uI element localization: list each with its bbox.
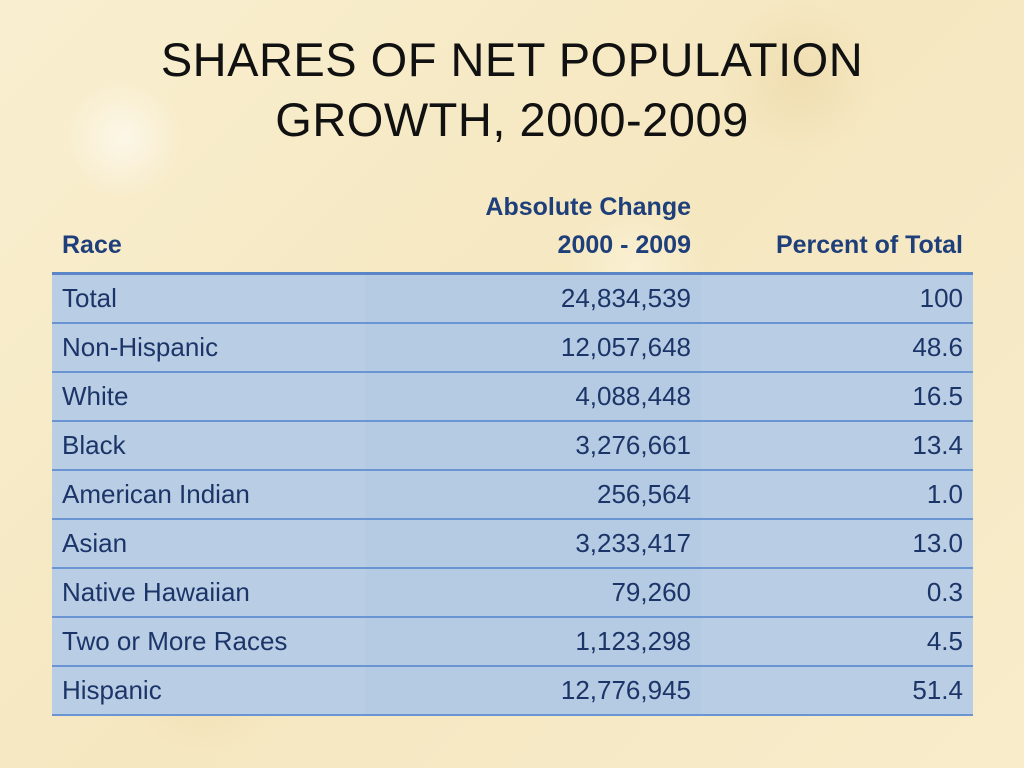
table-row: Hispanic 12,776,945 51.4 (52, 666, 973, 716)
cell-absolute-change: 4,088,448 (365, 372, 701, 422)
table-row: Black 3,276,661 13.4 (52, 421, 973, 471)
table-row: Non-Hispanic 12,057,648 48.6 (52, 323, 973, 373)
cell-percent-of-total: 13.0 (701, 519, 973, 569)
table-body: Total 24,834,539 100 Non-Hispanic 12,057,648… (52, 273, 973, 716)
cell-race: Black (52, 421, 365, 471)
cell-race: White (52, 372, 365, 422)
cell-percent-of-total: 13.4 (701, 421, 973, 471)
slide-title: SHARES OF NET POPULATION GROWTH, 2000-20… (0, 30, 1024, 150)
cell-race: Two or More Races (52, 617, 365, 667)
cell-race: American Indian (52, 470, 365, 520)
header-absolute-change-line-1: Absolute Change (485, 193, 691, 221)
header-race: Race (52, 188, 365, 275)
cell-absolute-change: 1,123,298 (365, 617, 701, 667)
cell-absolute-change: 12,776,945 (365, 666, 701, 716)
cell-absolute-change: 3,233,417 (365, 519, 701, 569)
cell-percent-of-total: 100 (701, 273, 973, 324)
cell-percent-of-total: 1.0 (701, 470, 973, 520)
table-row: American Indian 256,564 1.0 (52, 470, 973, 520)
cell-percent-of-total: 51.4 (701, 666, 973, 716)
population-growth-table: Race Absolute Change 2000 - 2009 Percent… (52, 188, 973, 716)
cell-percent-of-total: 4.5 (701, 617, 973, 667)
data-table: Race Absolute Change 2000 - 2009 Percent… (52, 188, 973, 716)
table-row: Two or More Races 1,123,298 4.5 (52, 617, 973, 667)
cell-absolute-change: 256,564 (365, 470, 701, 520)
cell-percent-of-total: 0.3 (701, 568, 973, 618)
cell-absolute-change: 79,260 (365, 568, 701, 618)
cell-race: Asian (52, 519, 365, 569)
slide-title-line-1: SHARES OF NET POPULATION (160, 33, 864, 86)
table-header: Race Absolute Change 2000 - 2009 Percent… (52, 188, 973, 275)
cell-absolute-change: 24,834,539 (365, 273, 701, 324)
header-percent-of-total: Percent of Total (701, 188, 973, 275)
header-absolute-change-line-2: 2000 - 2009 (557, 231, 691, 259)
cell-absolute-change: 12,057,648 (365, 323, 701, 373)
header-absolute-change: Absolute Change 2000 - 2009 (365, 188, 701, 275)
cell-race: Total (52, 273, 365, 324)
table-row: Asian 3,233,417 13.0 (52, 519, 973, 569)
table-row: Native Hawaiian 79,260 0.3 (52, 568, 973, 618)
table-row: Total 24,834,539 100 (52, 273, 973, 324)
table-row: White 4,088,448 16.5 (52, 372, 973, 422)
cell-absolute-change: 3,276,661 (365, 421, 701, 471)
slide-title-line-2: GROWTH, 2000-2009 (275, 93, 749, 146)
header-row: Race Absolute Change 2000 - 2009 Percent… (52, 188, 973, 275)
cell-percent-of-total: 16.5 (701, 372, 973, 422)
cell-race: Non-Hispanic (52, 323, 365, 373)
cell-race: Hispanic (52, 666, 365, 716)
cell-race: Native Hawaiian (52, 568, 365, 618)
cell-percent-of-total: 48.6 (701, 323, 973, 373)
